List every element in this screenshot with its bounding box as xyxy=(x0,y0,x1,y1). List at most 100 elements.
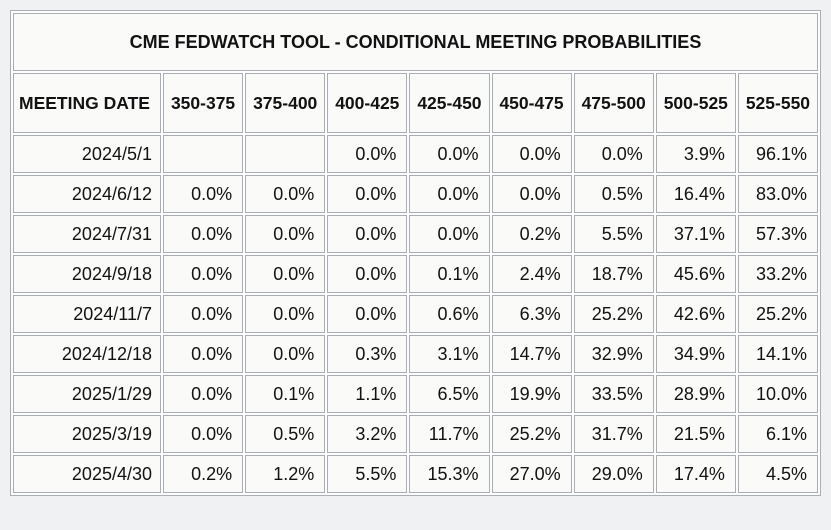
probability-cell: 0.1% xyxy=(409,255,490,293)
probability-cell: 3.2% xyxy=(327,415,408,453)
probability-cell xyxy=(245,135,326,173)
probability-cell: 21.5% xyxy=(655,415,736,453)
column-header-rate-range: 350-375 xyxy=(163,73,244,133)
meeting-date-cell: 2024/12/18 xyxy=(13,335,161,373)
probability-cell: 0.0% xyxy=(163,295,244,333)
probability-cell: 1.1% xyxy=(327,375,408,413)
probability-cell: 0.3% xyxy=(327,335,408,373)
meeting-date-cell: 2025/1/29 xyxy=(13,375,161,413)
table-row: 2025/1/29 0.0% 0.1% 1.1% 6.5% 19.9% 33.5% 28.9%… xyxy=(13,375,818,413)
probability-cell: 0.0% xyxy=(409,175,490,213)
probability-cell: 16.4% xyxy=(655,175,736,213)
table-head: CME FEDWATCH TOOL - CONDITIONAL MEETING … xyxy=(13,13,818,133)
probability-cell: 0.0% xyxy=(327,215,408,253)
probability-cell: 14.7% xyxy=(491,335,572,373)
probability-cell: 0.6% xyxy=(409,295,490,333)
column-header-rate-range: 425-450 xyxy=(409,73,490,133)
probability-cell: 0.0% xyxy=(327,175,408,213)
table-row: 2024/6/12 0.0% 0.0% 0.0% 0.0% 0.0% 0.5% 16.4% 83… xyxy=(13,175,818,213)
probability-cell: 0.0% xyxy=(163,375,244,413)
probability-cell: 0.0% xyxy=(245,175,326,213)
probability-cell: 0.0% xyxy=(163,175,244,213)
probability-cell: 0.2% xyxy=(491,215,572,253)
table-row: 2024/11/7 0.0% 0.0% 0.0% 0.6% 6.3% 25.2% 42.6% 2… xyxy=(13,295,818,333)
table-row: 2024/5/1 0.0% 0.0% 0.0% 0.0% 3.9% 96.1% xyxy=(13,135,818,173)
probability-cell: 11.7% xyxy=(409,415,490,453)
probability-cell: 17.4% xyxy=(655,455,736,493)
probability-cell: 18.7% xyxy=(573,255,654,293)
probability-cell: 0.0% xyxy=(327,135,408,173)
meeting-date-cell: 2024/5/1 xyxy=(13,135,161,173)
probability-cell: 0.0% xyxy=(327,295,408,333)
column-header-rate-range: 400-425 xyxy=(327,73,408,133)
probability-cell: 32.9% xyxy=(573,335,654,373)
probability-cell: 0.2% xyxy=(163,455,244,493)
meeting-date-cell: 2025/4/30 xyxy=(13,455,161,493)
probability-cell: 0.0% xyxy=(163,255,244,293)
probability-cell: 19.9% xyxy=(491,375,572,413)
probability-cell: 37.1% xyxy=(655,215,736,253)
header-row: MEETING DATE 350-375 375-400 400-425 425-450… xyxy=(13,73,818,133)
probability-cell: 0.5% xyxy=(573,175,654,213)
meeting-date-cell: 2024/7/31 xyxy=(13,215,161,253)
probability-cell: 0.0% xyxy=(491,175,572,213)
probability-cell: 0.0% xyxy=(573,135,654,173)
probability-cell: 4.5% xyxy=(737,455,818,493)
probability-cell: 6.1% xyxy=(737,415,818,453)
probability-cell: 0.0% xyxy=(327,255,408,293)
probability-cell: 42.6% xyxy=(655,295,736,333)
column-header-rate-range: 500-525 xyxy=(655,73,736,133)
probability-cell: 83.0% xyxy=(737,175,818,213)
probability-cell: 0.0% xyxy=(409,135,490,173)
probability-cell: 25.2% xyxy=(737,295,818,333)
probability-cell: 0.0% xyxy=(245,255,326,293)
column-header-rate-range: 475-500 xyxy=(573,73,654,133)
probability-cell: 0.0% xyxy=(245,295,326,333)
probability-cell: 10.0% xyxy=(737,375,818,413)
probability-cell: 0.0% xyxy=(245,215,326,253)
probability-cell: 34.9% xyxy=(655,335,736,373)
probability-cell: 57.3% xyxy=(737,215,818,253)
meeting-date-cell: 2024/11/7 xyxy=(13,295,161,333)
probability-cell: 96.1% xyxy=(737,135,818,173)
probability-cell: 14.1% xyxy=(737,335,818,373)
probability-cell: 45.6% xyxy=(655,255,736,293)
probability-cell: 3.9% xyxy=(655,135,736,173)
probability-cell: 0.0% xyxy=(491,135,572,173)
probability-cell: 2.4% xyxy=(491,255,572,293)
probability-cell: 0.0% xyxy=(245,335,326,373)
meeting-date-cell: 2024/6/12 xyxy=(13,175,161,213)
probability-cell: 0.0% xyxy=(163,215,244,253)
probability-cell: 28.9% xyxy=(655,375,736,413)
table-row: 2025/4/30 0.2% 1.2% 5.5% 15.3% 27.0% 29.0% 17.4… xyxy=(13,455,818,493)
column-header-rate-range: 375-400 xyxy=(245,73,326,133)
table-row: 2025/3/19 0.0% 0.5% 3.2% 11.7% 25.2% 31.7% 21.5… xyxy=(13,415,818,453)
column-header-meeting-date: MEETING DATE xyxy=(13,73,161,133)
probability-cell: 6.5% xyxy=(409,375,490,413)
meeting-date-cell: 2025/3/19 xyxy=(13,415,161,453)
probability-cell: 33.2% xyxy=(737,255,818,293)
probability-cell: 6.3% xyxy=(491,295,572,333)
probability-cell xyxy=(163,135,244,173)
probability-cell: 31.7% xyxy=(573,415,654,453)
probability-cell: 0.0% xyxy=(163,415,244,453)
probability-cell: 15.3% xyxy=(409,455,490,493)
probability-cell: 25.2% xyxy=(491,415,572,453)
table-body: 2024/5/1 0.0% 0.0% 0.0% 0.0% 3.9% 96.1% 2024/6/… xyxy=(13,135,818,493)
table-row: 2024/9/18 0.0% 0.0% 0.0% 0.1% 2.4% 18.7% 45.6% 3… xyxy=(13,255,818,293)
probability-cell: 3.1% xyxy=(409,335,490,373)
meeting-date-cell: 2024/9/18 xyxy=(13,255,161,293)
probability-cell: 0.5% xyxy=(245,415,326,453)
column-header-rate-range: 525-550 xyxy=(737,73,818,133)
column-header-rate-range: 450-475 xyxy=(491,73,572,133)
probability-cell: 0.0% xyxy=(409,215,490,253)
probability-cell: 0.0% xyxy=(163,335,244,373)
probability-cell: 27.0% xyxy=(491,455,572,493)
probability-cell: 5.5% xyxy=(573,215,654,253)
probability-cell: 33.5% xyxy=(573,375,654,413)
probability-cell: 29.0% xyxy=(573,455,654,493)
title-row: CME FEDWATCH TOOL - CONDITIONAL MEETING … xyxy=(13,13,818,71)
table-row: 2024/7/31 0.0% 0.0% 0.0% 0.0% 0.2% 5.5% 37.1% 57… xyxy=(13,215,818,253)
probability-cell: 5.5% xyxy=(327,455,408,493)
